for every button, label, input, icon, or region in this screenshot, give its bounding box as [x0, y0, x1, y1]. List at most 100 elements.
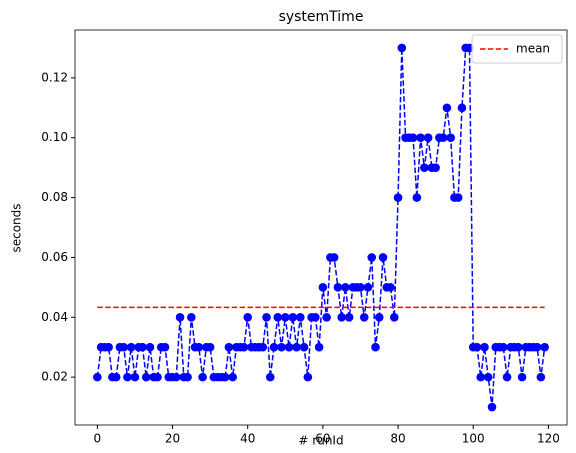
data-point: [239, 342, 249, 352]
data-point: [412, 193, 422, 202]
data-point: [483, 372, 493, 382]
data-point: [303, 372, 313, 382]
data-point: [311, 312, 320, 322]
data-point: [487, 402, 497, 412]
data-point: [371, 342, 380, 352]
data-point: [472, 342, 482, 352]
legend-box: [471, 34, 563, 64]
data-point: [93, 372, 102, 382]
data-point: [299, 342, 309, 352]
x-tick-label: 20: [165, 432, 180, 446]
data-point: [446, 133, 455, 143]
data-point: [423, 133, 433, 143]
data-point: [416, 133, 425, 143]
data-point: [356, 283, 365, 292]
data-point: [314, 342, 324, 352]
data-point: [269, 342, 279, 352]
data-point: [123, 372, 132, 382]
data-point: [258, 342, 268, 352]
data-point: [198, 372, 207, 382]
data-point: [502, 372, 512, 382]
legend-label: mean: [516, 42, 550, 56]
data-point: [130, 372, 140, 382]
data-point: [363, 283, 373, 292]
data-point: [344, 312, 354, 322]
data-point: [284, 342, 294, 352]
data-point: [104, 342, 113, 352]
data-point: [374, 312, 384, 322]
data-point: [138, 342, 147, 352]
data-point: [277, 342, 286, 352]
y-tick-label: 0.02: [41, 370, 68, 384]
data-point: [378, 253, 388, 262]
data-point: [265, 372, 275, 382]
data-point: [438, 133, 448, 143]
data-point: [329, 253, 339, 262]
data-point: [536, 372, 546, 382]
data-point: [145, 342, 155, 352]
data-point: [243, 312, 253, 322]
data-point: [393, 193, 403, 202]
y-tick-label: 0.06: [41, 250, 68, 264]
data-point: [480, 342, 489, 352]
data-point: [457, 103, 467, 113]
x-tick-label: 40: [240, 432, 255, 446]
data-point: [126, 342, 136, 352]
data-point: [194, 342, 204, 352]
data-point: [296, 312, 305, 322]
y-axis-label: seconds: [10, 203, 24, 252]
data-point: [141, 372, 151, 382]
data-point: [431, 163, 440, 172]
data-point: [359, 312, 369, 322]
data-point: [532, 342, 542, 352]
data-point: [540, 342, 549, 352]
x-tick-label: 0: [94, 432, 102, 446]
data-point: [288, 312, 298, 322]
plot-frame: [74, 29, 568, 426]
data-point: [262, 312, 271, 322]
data-point: [153, 372, 162, 382]
data-point: [442, 103, 452, 113]
data-point: [119, 342, 128, 352]
data-point: [171, 372, 181, 382]
x-tick-label: 120: [537, 432, 560, 446]
x-tick-label: 80: [390, 432, 405, 446]
data-point: [220, 372, 230, 382]
data-point: [498, 342, 508, 352]
y-tick-label: 0.10: [41, 130, 68, 144]
data-point: [318, 283, 328, 292]
data-point: [228, 372, 237, 382]
data-point: [514, 342, 523, 352]
data-point: [397, 43, 407, 53]
data-point: [175, 312, 185, 322]
data-point: [337, 312, 346, 322]
data-point: [160, 342, 170, 352]
data-point: [111, 372, 121, 382]
y-tick-label: 0.04: [41, 310, 68, 324]
data-point: [183, 372, 192, 382]
data-point: [367, 253, 377, 262]
data-point: [224, 342, 234, 352]
x-tick-label: 100: [462, 432, 485, 446]
y-tick-label: 0.12: [41, 70, 68, 84]
data-point: [453, 193, 463, 202]
data-point: [341, 283, 350, 292]
data-point: [292, 342, 301, 352]
data-point: [420, 163, 429, 172]
data-point: [322, 312, 331, 322]
data-point: [476, 372, 486, 382]
chart-title: systemTime: [279, 9, 364, 25]
series-line: [96, 47, 546, 408]
data-point: [205, 342, 215, 352]
x-axis-label: # runId: [298, 434, 343, 448]
data-point: [389, 312, 399, 322]
data-point: [386, 283, 395, 292]
data-point: [187, 312, 196, 322]
legend: mean: [471, 34, 563, 64]
x-tick-label: 60: [315, 432, 330, 446]
data-point: [280, 312, 290, 322]
data-point: [408, 133, 418, 143]
data-point: [273, 312, 283, 322]
data-point: [333, 283, 343, 292]
